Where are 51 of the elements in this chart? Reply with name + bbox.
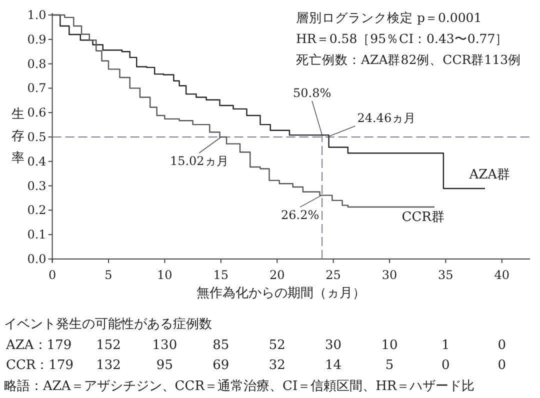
text: 69 [212, 358, 230, 373]
y-tick-label: 0.2 [27, 203, 46, 218]
annotation: 層別ログランク検定 p＝0.0001 [296, 10, 482, 25]
text: イベント発生の可能性がある症例数 [4, 317, 212, 332]
text: 1 [442, 338, 450, 353]
text: 0 [498, 338, 506, 353]
x-tick-label: 0 [48, 268, 56, 282]
text: AZA：179 [5, 338, 72, 353]
x-tick-label: 35 [438, 268, 454, 282]
text: 14 [325, 358, 342, 373]
text: 132 [96, 358, 121, 373]
x-tick-label: 40 [494, 268, 510, 282]
y-tick-label: 0.4 [27, 154, 47, 168]
series-label: CCR群 [402, 210, 444, 226]
y-tick-label: 0.6 [27, 106, 46, 120]
x-tick-label: 5 [104, 268, 112, 282]
text: 0 [498, 358, 506, 373]
x-tick-label: 20 [269, 268, 285, 282]
x-axis-title: 無作為化からの期間（ヵ月） [196, 286, 366, 301]
y-tick-label: 0.3 [27, 178, 46, 193]
annotation: 24.46ヵ月 [357, 111, 416, 125]
text: 95 [156, 358, 173, 373]
text: 5 [385, 358, 394, 373]
text: 30 [325, 338, 342, 353]
y-tick-label: 0.5 [27, 130, 46, 144]
text: 130 [152, 338, 178, 353]
text: 32 [268, 358, 286, 373]
y-axis-title: 生存率 [12, 107, 24, 166]
text: CCR：179 [6, 358, 74, 373]
annotation: HR＝0.58［95％CI：0.43〜0.77］ [296, 31, 508, 46]
x-tick-label: 10 [157, 268, 172, 282]
text: 152 [96, 338, 121, 353]
text: 52 [268, 338, 286, 353]
text: 85 [212, 338, 230, 353]
text: 0 [442, 358, 450, 373]
y-tick-label: 0.0 [27, 252, 46, 266]
y-tick-label: 0.9 [27, 32, 46, 46]
x-tick-label: 15 [213, 268, 229, 282]
y-tick-label: 0.8 [27, 56, 46, 71]
x-tick-label: 30 [382, 268, 398, 282]
x-tick-label: 25 [326, 268, 341, 282]
text: 10 [381, 338, 398, 353]
annotation: 50.8% [292, 86, 332, 100]
annotation: 26.2% [280, 208, 320, 222]
y-tick-label: 0.7 [27, 81, 46, 96]
series-label: AZA群 [468, 167, 510, 182]
y-tick-label: 1.0 [27, 8, 46, 22]
y-tick-label: 0.1 [27, 228, 46, 242]
annotation: 死亡例数：AZA群82例、CCR群113例 [296, 52, 522, 67]
annotation: 15.02ヵ月 [170, 154, 228, 168]
text: 略語：AZA＝アザシチジン、CCR＝通常治療、CI＝信頼区間、HR＝ハザード比 [4, 379, 475, 394]
